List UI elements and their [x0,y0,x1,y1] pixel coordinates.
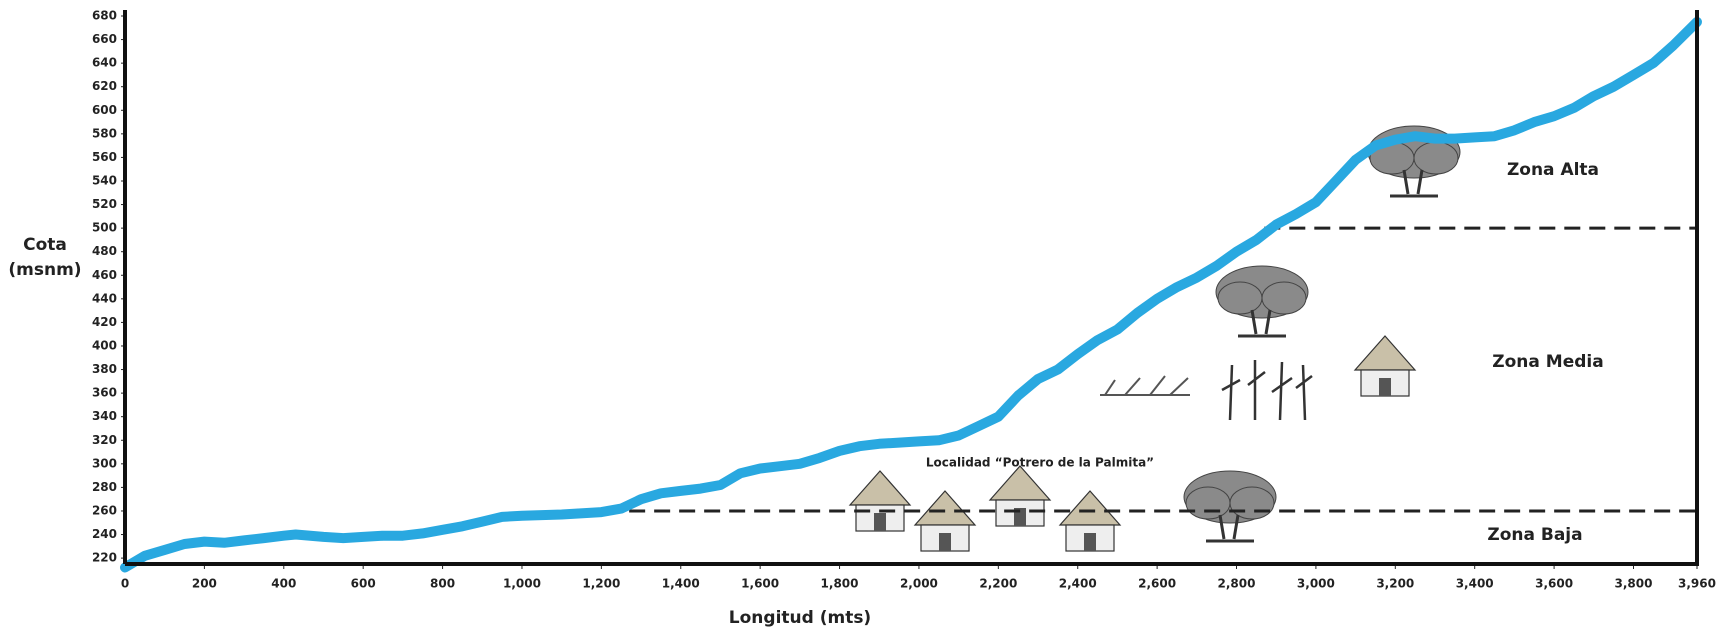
y-tick-label: 540 [92,173,117,187]
x-tick-label: 2,200 [979,577,1017,591]
x-tick-label: 600 [351,577,376,591]
hut-icon [990,466,1050,526]
x-axis-title: Longitud (mts) [729,608,871,628]
x-tick-label: 3,960 [1678,577,1716,591]
x-tick-label: 0 [121,577,129,591]
x-tick-label: 200 [192,577,217,591]
y-tick-label: 340 [92,409,117,423]
y-tick-label: 600 [92,103,117,117]
illustrations [850,126,1460,551]
chart: Cota (msnm) Longitud (mts) Localidad “Po… [0,0,1728,632]
elevation-line [125,22,1697,568]
tree-icon [1184,471,1276,541]
x-tick-label: 1,800 [821,577,859,591]
x-tick-label: 1,600 [741,577,779,591]
annotation: Localidad “Potrero de la Palmita” [926,456,1154,470]
y-tick-label: 240 [92,527,117,541]
y-tick-label: 280 [92,480,117,494]
y-tick-label: 460 [92,268,117,282]
x-tick-label: 2,800 [1218,577,1256,591]
y-tick-label: 300 [92,456,117,470]
y-axis-title: (msnm) [8,260,81,280]
x-tick-label: 2,600 [1138,577,1176,591]
x-tick-label: 3,200 [1376,577,1414,591]
zone-label: Zona Media [1492,352,1603,372]
x-tick-label: 2,000 [900,577,938,591]
x-tick-label: 1,400 [662,577,700,591]
y-tick-label: 500 [92,221,117,235]
y-tick-label: 640 [92,56,117,70]
y-tick-label: 440 [92,291,117,305]
hut-icon [915,491,975,551]
y-tick-label: 400 [92,338,117,352]
hut-icon [1060,491,1120,551]
y-tick-label: 660 [92,32,117,46]
grass-icon [1100,376,1190,395]
corn-icon [1222,360,1312,420]
y-tick-label: 420 [92,315,117,329]
x-tick-label: 3,000 [1297,577,1335,591]
y-tick-label: 580 [92,126,117,140]
x-tick-label: 3,800 [1615,577,1653,591]
y-tick-label: 220 [92,551,117,565]
x-tick-label: 3,400 [1456,577,1494,591]
x-tick-label: 2,400 [1059,577,1097,591]
y-tick-label: 260 [92,503,117,517]
y-tick-label: 480 [92,244,117,258]
y-tick-label: 520 [92,197,117,211]
x-tick-label: 400 [271,577,296,591]
y-tick-label: 560 [92,150,117,164]
y-tick-label: 320 [92,433,117,447]
hut-icon [850,471,910,531]
x-tick-label: 800 [430,577,455,591]
x-tick-label: 3,600 [1535,577,1573,591]
zone-label: Zona Baja [1487,525,1582,545]
y-tick-label: 620 [92,79,117,93]
hut-icon [1355,336,1415,396]
x-tick-label: 1,000 [503,577,541,591]
x-tick-label: 1,200 [582,577,620,591]
tree-icon [1216,266,1308,336]
y-tick-label: 680 [92,9,117,23]
y-axis-title: Cota [23,235,67,255]
y-tick-label: 380 [92,362,117,376]
zone-label: Zona Alta [1507,160,1599,180]
y-tick-label: 360 [92,386,117,400]
